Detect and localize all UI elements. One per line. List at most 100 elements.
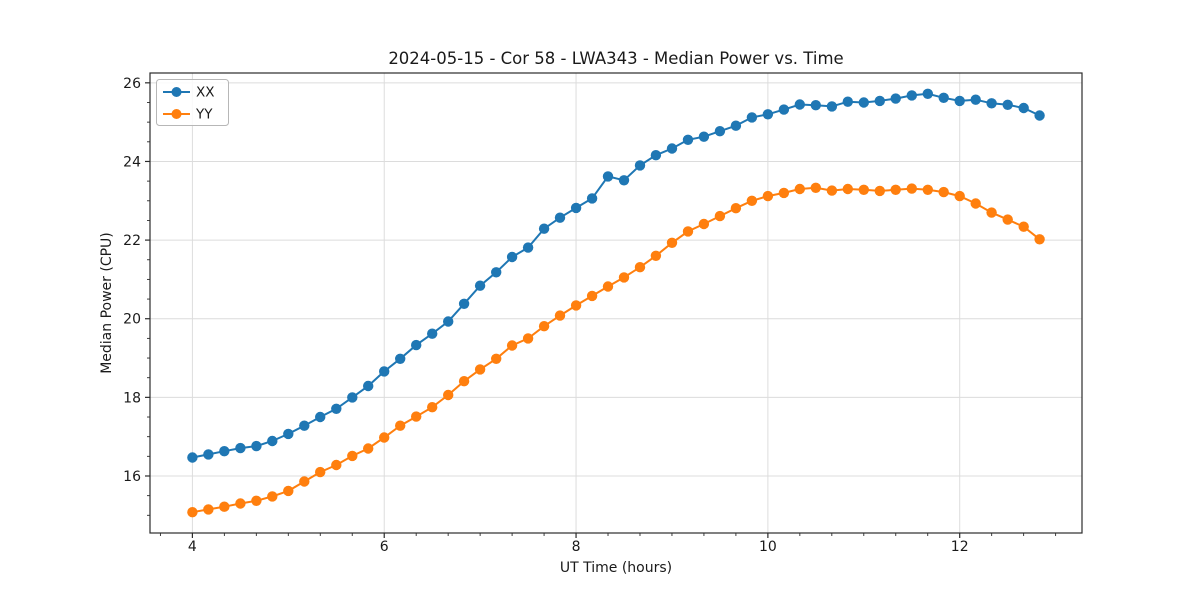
data-point-xx (858, 97, 869, 108)
data-point-xx (746, 112, 758, 123)
legend-label-xx: XX (196, 85, 215, 101)
data-point-xx (874, 95, 885, 107)
data-point-xx (506, 251, 518, 263)
data-point-xx (794, 99, 805, 110)
data-point-xx (634, 160, 646, 171)
data-point-yy (858, 184, 869, 195)
data-point-yy (890, 184, 901, 195)
data-point-xx (299, 420, 310, 431)
data-point-yy (299, 476, 310, 487)
data-point-yy (1002, 214, 1013, 225)
data-point-yy (842, 183, 853, 195)
data-point-xx (762, 109, 774, 120)
data-point-xx (1002, 99, 1013, 111)
data-point-xx (458, 298, 470, 309)
data-point-yy (746, 195, 758, 206)
data-point-yy (538, 321, 550, 332)
data-point-yy (474, 364, 486, 375)
data-point-yy (922, 184, 933, 195)
x-tick-label: 12 (951, 539, 969, 555)
data-point-yy (363, 443, 374, 454)
data-point-yy (331, 459, 342, 471)
data-point-xx (203, 449, 214, 460)
data-point-xx (411, 339, 422, 351)
series-layer (187, 88, 1045, 518)
data-point-xx (602, 171, 614, 182)
data-point-xx (379, 366, 390, 377)
data-point-xx (251, 440, 262, 452)
x-tick-label: 10 (759, 539, 777, 555)
data-point-yy (810, 182, 821, 193)
data-point-yy (458, 376, 470, 387)
data-point-yy (347, 450, 358, 462)
data-point-xx (1018, 102, 1029, 114)
y-tick-label: 20 (123, 312, 141, 328)
data-point-yy (906, 183, 917, 194)
data-point-xx (938, 92, 949, 104)
data-point-xx (235, 442, 246, 454)
data-point-yy (427, 402, 438, 413)
data-point-xx (890, 93, 901, 104)
data-point-yy (634, 262, 646, 273)
data-point-xx (283, 428, 294, 440)
data-point-xx (970, 94, 981, 105)
data-point-xx (443, 316, 454, 327)
plot-area (150, 73, 1082, 533)
legend-frame (156, 79, 229, 126)
legend-sample-marker-xx (171, 87, 182, 97)
data-point-xx (427, 328, 438, 339)
data-point-yy (379, 432, 390, 443)
data-point-xx (778, 104, 790, 115)
data-point-xx (363, 380, 374, 392)
data-point-yy (283, 485, 294, 497)
data-point-yy (219, 501, 230, 512)
data-point-xx (474, 280, 486, 291)
data-point-yy (570, 300, 582, 311)
data-point-xx (586, 193, 598, 204)
data-point-yy (618, 272, 630, 283)
data-point-xx (810, 100, 821, 111)
data-point-yy (666, 237, 678, 248)
data-point-xx (570, 202, 582, 214)
data-point-yy (395, 420, 406, 431)
data-point-yy (251, 495, 262, 506)
data-point-yy (491, 353, 502, 364)
data-point-xx (954, 95, 965, 107)
y-tick-label: 26 (123, 76, 141, 92)
data-point-xx (219, 446, 230, 457)
data-point-xx (906, 90, 917, 101)
data-point-yy (506, 340, 518, 351)
data-point-yy (826, 185, 838, 196)
x-tick-label: 4 (188, 539, 197, 555)
grid-layer (150, 73, 1082, 533)
data-point-yy (778, 187, 790, 199)
data-point-xx (395, 353, 406, 364)
data-point-xx (491, 267, 502, 278)
data-point-yy (986, 207, 997, 218)
y-tick-label: 16 (123, 469, 141, 485)
data-point-xx (986, 98, 997, 109)
data-point-yy (203, 504, 214, 515)
data-point-xx (922, 88, 933, 100)
data-point-yy (187, 507, 198, 518)
data-point-xx (666, 143, 678, 154)
data-point-xx (682, 134, 694, 145)
data-point-yy (586, 290, 598, 302)
data-point-xx (698, 131, 710, 142)
data-point-yy (698, 218, 710, 230)
data-point-yy (1034, 234, 1045, 245)
data-point-yy (954, 190, 965, 202)
legend-sample-marker-yy (171, 109, 182, 119)
axes-spines (149, 72, 1083, 534)
data-point-xx (730, 120, 742, 131)
data-point-xx (1034, 110, 1045, 121)
y-tick-label: 22 (123, 233, 141, 249)
data-point-yy (522, 333, 534, 344)
data-point-xx (315, 411, 326, 423)
data-point-yy (714, 210, 726, 222)
data-point-yy (554, 310, 566, 321)
data-point-yy (235, 498, 246, 509)
data-point-yy (730, 203, 742, 214)
